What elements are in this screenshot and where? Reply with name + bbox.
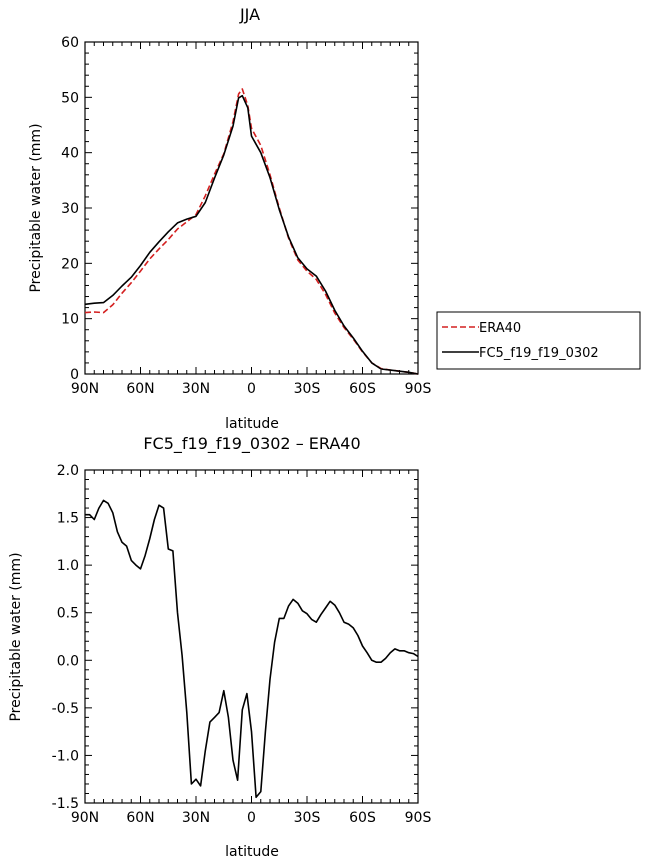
y-tick-label: -1.5	[52, 796, 79, 812]
y-tick-label: 1.0	[57, 558, 79, 574]
legend: ERA40 FC5_f19_f19_0302	[436, 311, 641, 370]
plot-frame	[84, 41, 419, 375]
chart-title: FC5_f19_f19_0302 – ERA40	[143, 434, 360, 454]
legend-entry-fc5: FC5_f19_f19_0302	[479, 346, 599, 361]
x-tick-label: 60S	[349, 381, 376, 397]
series-line-difference	[85, 499, 419, 799]
y-tick-label: 2.0	[57, 463, 79, 479]
x-tick-label: 60S	[349, 810, 376, 826]
legend-box	[436, 311, 641, 370]
x-tick-label: 90N	[71, 381, 99, 397]
x-tick-label: 60N	[126, 381, 154, 397]
x-tick-label: 30S	[294, 381, 321, 397]
y-tick-label: 40	[61, 146, 79, 162]
y-tick-label: 50	[61, 90, 79, 106]
y-tick-label: -0.5	[52, 701, 79, 717]
y-tick-label: 1.5	[57, 511, 79, 527]
x-tick-label: 90N	[71, 810, 99, 826]
panel-bottom: FC5_f19_f19_0302 – ERA40 latitude Precip…	[8, 434, 431, 860]
series-line-fc5	[84, 94, 419, 375]
plot-frame	[84, 469, 419, 804]
x-axis-label: latitude	[225, 844, 279, 860]
y-tick-label: 10	[61, 312, 79, 328]
y-tick-label: 0.0	[57, 653, 79, 669]
y-axis-label: Precipitable water (mm)	[8, 552, 24, 721]
y-tick-label: 60	[61, 35, 79, 51]
legend-entry-era40: ERA40	[479, 321, 521, 336]
panel-top: JJA latitude Precipitable water (mm) 90N…	[28, 5, 431, 432]
x-tick-label: 0	[247, 381, 256, 397]
y-tick-label: 0	[70, 367, 79, 383]
y-tick-label: 0.5	[57, 606, 79, 622]
y-axis-label: Precipitable water (mm)	[28, 123, 44, 292]
x-axis-label: latitude	[225, 416, 279, 432]
x-tick-label: 60N	[126, 810, 154, 826]
x-tick-label: 30N	[182, 381, 210, 397]
x-tick-label: 90S	[405, 381, 432, 397]
x-tick-label: 30S	[294, 810, 321, 826]
x-tick-label: 90S	[405, 810, 432, 826]
x-tick-label: 30N	[182, 810, 210, 826]
y-tick-label: -1.0	[52, 748, 79, 764]
chart-title: JJA	[239, 5, 260, 24]
x-tick-label: 0	[247, 810, 256, 826]
y-tick-label: 30	[61, 201, 79, 217]
y-tick-label: 20	[61, 256, 79, 272]
